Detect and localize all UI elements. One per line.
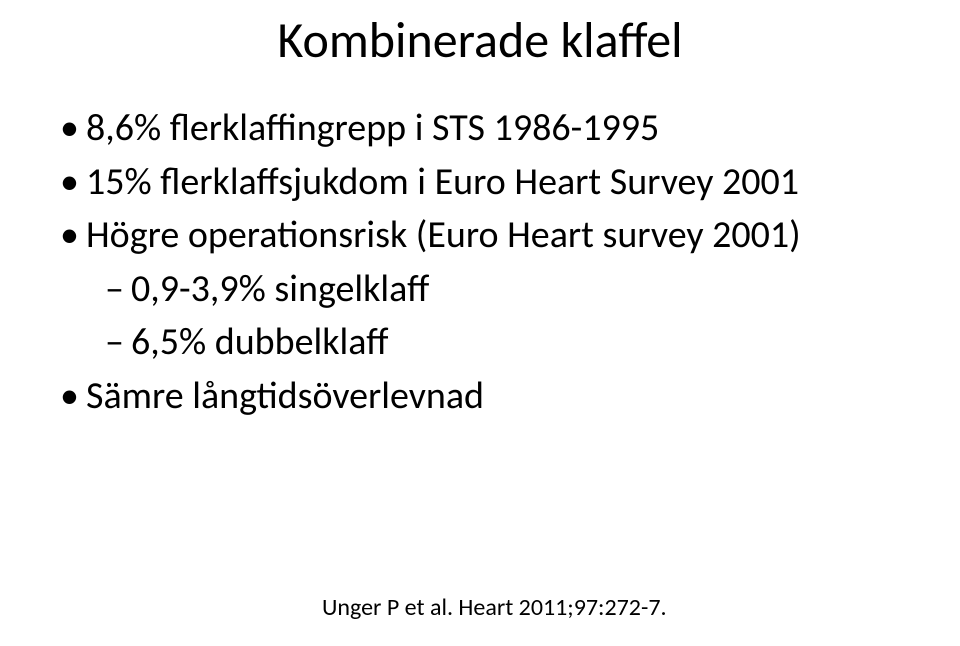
bullet-text: 8,6% flerklaffingrepp i STS 1986-1995 — [86, 105, 920, 153]
slide: Kombinerade klaffel • 8,6% flerklaffingr… — [0, 0, 960, 646]
bullet-text: Sämre långtidsöverlevnad — [86, 373, 920, 421]
bullet-text: 6,5% dubbelklaff — [131, 319, 920, 367]
list-item-sub: – 6,5% dubbelklaff — [105, 319, 920, 367]
bullet-text: 15% flerklaffsjukdom i Euro Heart Survey… — [86, 159, 920, 207]
list-item-sub: – 0,9-3,9% singelklaff — [105, 266, 920, 314]
list-item: • 8,6% flerklaffingrepp i STS 1986-1995 — [60, 105, 920, 153]
citation-text: Unger P et al. Heart 2011;97:272-7. — [322, 593, 667, 622]
bullet-text: 0,9-3,9% singelklaff — [131, 266, 920, 314]
bullet-text: Högre operationsrisk (Euro Heart survey … — [86, 212, 920, 260]
bullet-dot-icon: • — [60, 212, 86, 260]
list-item: • Högre operationsrisk (Euro Heart surve… — [60, 212, 920, 260]
slide-title: Kombinerade klaffel — [0, 10, 960, 71]
bullet-dot-icon: • — [60, 373, 86, 421]
bullet-dot-icon: • — [60, 159, 86, 207]
bullet-dash-icon: – — [105, 319, 131, 367]
list-item: • 15% flerklaffsjukdom i Euro Heart Surv… — [60, 159, 920, 207]
bullet-list: • 8,6% flerklaffingrepp i STS 1986-1995 … — [60, 105, 920, 426]
bullet-dash-icon: – — [105, 266, 131, 314]
bullet-dot-icon: • — [60, 105, 86, 153]
list-item: • Sämre långtidsöverlevnad — [60, 373, 920, 421]
